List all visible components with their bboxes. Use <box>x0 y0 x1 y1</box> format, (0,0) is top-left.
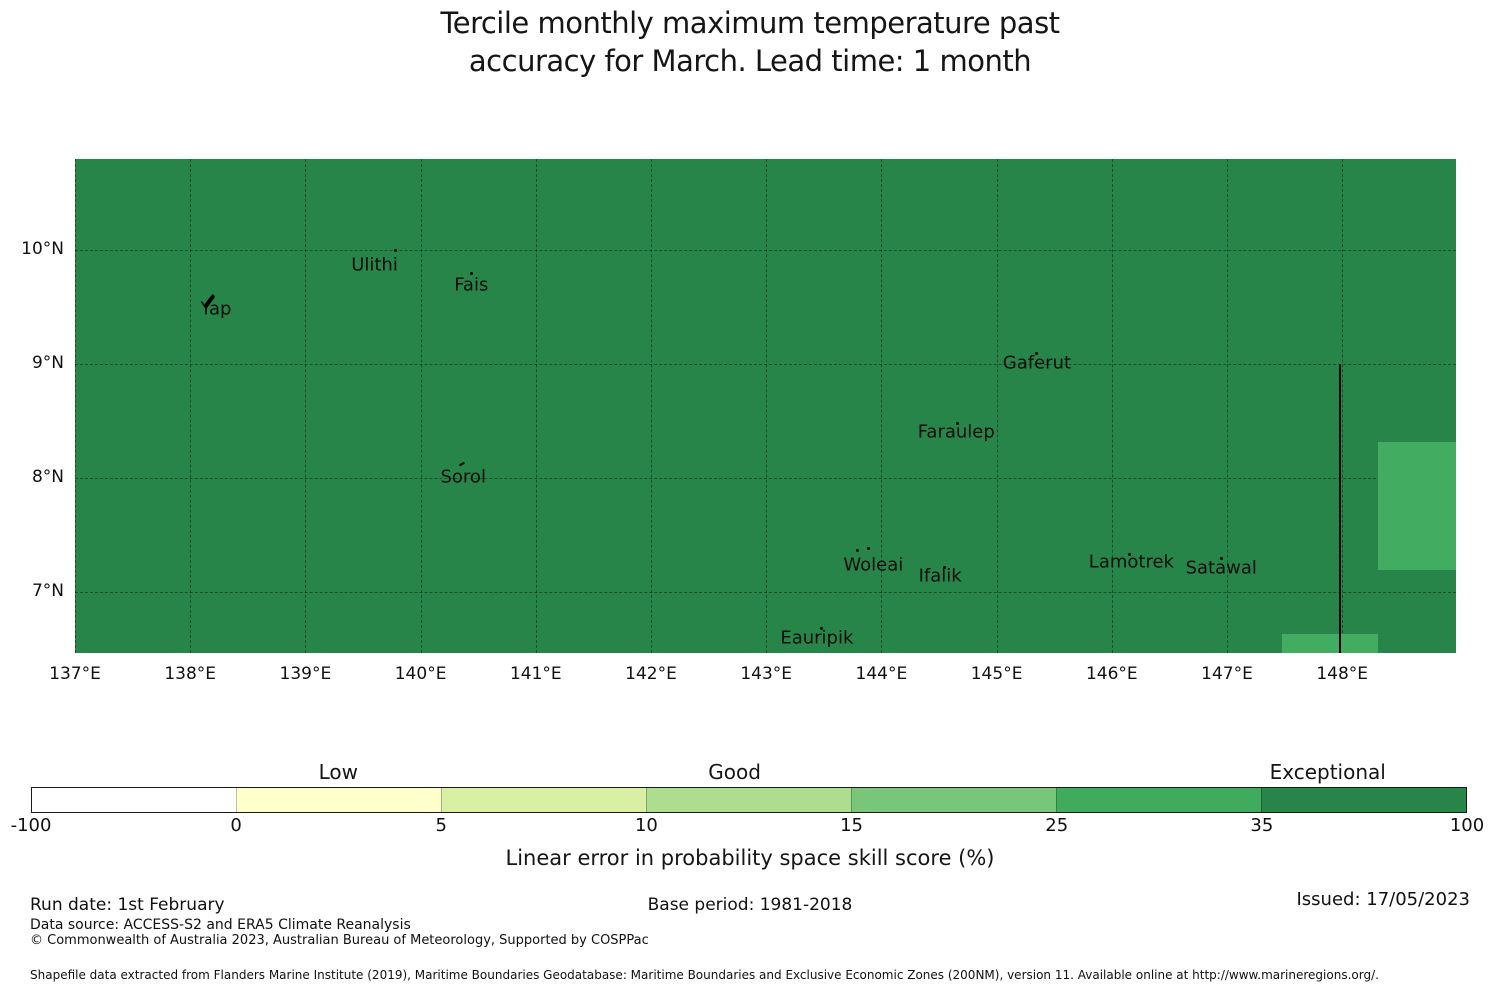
colorbar-tick-label: 100 <box>1449 815 1485 836</box>
longitude-tick-label: 143°E <box>740 664 793 684</box>
base-period-text: Base period: 1981-2018 <box>647 895 853 915</box>
island-label-eauripik: Eauripik <box>780 627 854 649</box>
longitude-tick-label: 141°E <box>509 664 562 684</box>
gridline-longitude <box>881 159 883 653</box>
island-marker-dot <box>819 627 823 631</box>
colorbar-segment <box>236 788 441 812</box>
gridline-longitude <box>1227 159 1228 653</box>
skill-score-patch <box>1377 441 1456 571</box>
longitude-tick-label: 138°E <box>164 664 217 684</box>
longitude-tick-label: 139°E <box>279 664 332 684</box>
latitude-tick-label: 7°N <box>31 581 64 601</box>
colorbar-tick-label: 35 <box>1250 815 1274 836</box>
gridline-longitude <box>535 159 537 653</box>
colorbar-tick-label: -100 <box>10 815 52 836</box>
latitude-tick-label: 8°N <box>31 467 64 487</box>
gridline-longitude <box>651 159 652 653</box>
island-marker-dot <box>943 566 947 570</box>
figure-title-line1: Tercile monthly maximum temperature past <box>440 6 1060 40</box>
colorbar-segment <box>1056 788 1261 812</box>
island-marker-dot <box>1034 351 1038 355</box>
colorbar-tick-label: 15 <box>840 815 864 836</box>
colorbar-segment <box>1261 788 1466 812</box>
longitude-tick-label: 145°E <box>970 664 1023 684</box>
eez-boundary-line <box>1338 364 1341 653</box>
data-source-text: Data source: ACCESS-S2 and ERA5 Climate … <box>30 917 411 933</box>
colorbar-segment <box>646 788 851 812</box>
longitude-tick-label: 140°E <box>394 664 447 684</box>
island-marker-dot <box>393 249 397 253</box>
colorbar-segment <box>441 788 646 812</box>
island-marker-dot <box>1220 556 1224 560</box>
island-label-ulithi: Ulithi <box>351 254 398 276</box>
colorbar <box>31 787 1467 813</box>
figure-title-line2: accuracy for March. Lead time: 1 month <box>468 44 1032 78</box>
longitude-tick-label: 146°E <box>1085 664 1138 684</box>
island-marker-dot <box>856 548 860 552</box>
island-label-faraulep: Faraulep <box>917 421 995 443</box>
gridline-latitude <box>75 250 1456 251</box>
island-label-lamotrek: Lamotrek <box>1088 551 1174 573</box>
island-marker-dot <box>956 421 960 425</box>
island-label-woleai: Woleai <box>843 554 904 576</box>
colorbar-tick-label: 0 <box>230 815 242 836</box>
island-label-satawal: Satawal <box>1185 557 1257 579</box>
gridline-latitude <box>75 478 1456 479</box>
map-canvas: Yap Ulithi Fais Gaferut Faraulep Sorol Woleai I… <box>75 159 1456 653</box>
gridline-longitude <box>420 159 422 653</box>
island-label-sorol: Sorol <box>440 466 486 488</box>
island-marker-dot <box>867 546 871 550</box>
gridline-longitude <box>190 159 192 653</box>
colorbar-category-labels: Low Good Exceptional <box>0 760 1500 788</box>
gridline-latitude <box>75 592 1456 593</box>
colorbar-axis-label: Linear error in probability space skill … <box>505 846 995 870</box>
latitude-tick-label: 9°N <box>31 353 64 373</box>
colorbar-tick-label: 25 <box>1045 815 1069 836</box>
gridline-longitude <box>1342 159 1344 653</box>
gridline-longitude <box>305 159 307 653</box>
gridline-latitude <box>75 364 1456 365</box>
longitude-tick-label: 148°E <box>1316 664 1369 684</box>
longitude-tick-label: 137°E <box>49 664 101 684</box>
skill-score-patch <box>1282 634 1378 653</box>
island-marker-dot <box>470 271 474 275</box>
gridline-longitude <box>75 159 76 653</box>
gridline-longitude <box>1111 159 1113 653</box>
copyright-text: © Commonwealth of Australia 2023, Austra… <box>30 933 649 948</box>
issued-date-text: Issued: 17/05/2023 <box>1296 889 1470 910</box>
longitude-tick-label: 144°E <box>855 664 908 684</box>
island-marker-dot <box>1128 553 1132 557</box>
gridline-longitude <box>996 159 998 653</box>
gridline-longitude <box>766 159 768 653</box>
colorbar-category-exceptional: Exceptional <box>1269 760 1386 784</box>
colorbar-tick-label: 10 <box>634 815 658 836</box>
colorbar-category-low: Low <box>318 760 358 784</box>
longitude-tick-label: 142°E <box>625 664 677 684</box>
colorbar-tick-labels: -100 0 5 10 15 25 35 100 <box>0 815 1500 839</box>
island-label-gaferut: Gaferut <box>1002 352 1072 374</box>
latitude-tick-label: 10°N <box>21 239 64 259</box>
run-date-text: Run date: 1st February <box>30 895 225 915</box>
colorbar-tick-label: 5 <box>435 815 448 836</box>
longitude-tick-label: 147°E <box>1201 664 1253 684</box>
colorbar-category-good: Good <box>708 760 761 784</box>
shapefile-disclaimer-text: Shapefile data extracted from Flanders M… <box>30 968 1379 982</box>
figure-title: Tercile monthly maximum temperature past… <box>0 4 1500 80</box>
colorbar-segment <box>32 788 236 812</box>
island-label-fais: Fais <box>454 274 489 296</box>
island-label-ifalik: Ifalik <box>918 565 962 587</box>
colorbar-segment <box>851 788 1056 812</box>
